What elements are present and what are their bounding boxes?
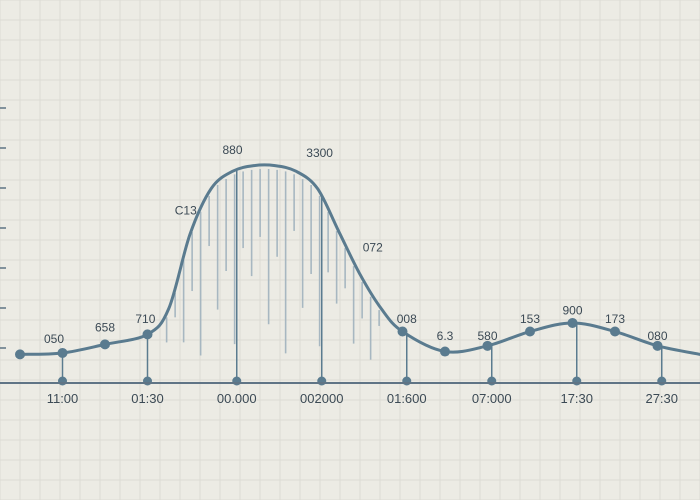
- data-point: [440, 346, 450, 357]
- x-tick-label: 01:600: [387, 391, 427, 406]
- data-label: 6.3: [437, 329, 454, 343]
- data-point: [482, 340, 493, 351]
- x-tick-label: 11:00: [47, 391, 79, 406]
- data-label: 900: [562, 303, 582, 317]
- data-label: 072: [363, 240, 383, 254]
- stem-base-marker: [58, 376, 67, 386]
- data-point: [567, 317, 578, 328]
- data-point: [15, 349, 25, 360]
- stem-base-marker: [402, 376, 412, 386]
- x-tick-label: 07:000: [472, 391, 512, 406]
- x-tick-labels: 11:00 01:30 00.000 002000 01:600 07:000 17:30 2…: [47, 391, 678, 406]
- data-label: 710: [135, 312, 155, 326]
- data-label: 153: [520, 312, 540, 326]
- curve-group: [18, 163, 700, 356]
- axes: [0, 107, 700, 384]
- data-label: 008: [397, 312, 417, 326]
- x-tick-label: 27:30: [645, 391, 678, 406]
- data-label: 173: [605, 312, 625, 326]
- data-point: [525, 326, 535, 337]
- data-label: 050: [44, 332, 64, 346]
- data-point: [142, 329, 153, 340]
- hatch-fill: [165, 169, 380, 360]
- x-tick-label: 01:30: [131, 391, 164, 406]
- data-label: 3300: [306, 146, 333, 160]
- data-label: 880: [222, 143, 242, 157]
- data-point: [57, 347, 68, 358]
- stem-base-marker: [143, 376, 152, 386]
- data-point: [100, 339, 110, 350]
- data-point: [652, 340, 663, 351]
- series-line: [18, 163, 700, 356]
- data-point: [397, 326, 408, 337]
- stem-base-marker: [657, 376, 667, 386]
- data-label: 658: [95, 321, 115, 335]
- data-label: 580: [477, 329, 497, 343]
- stem-base-marker: [232, 376, 242, 386]
- stem-base-marker: [572, 376, 582, 386]
- data-labels: 050 658 710 C13 880 3300 072 008 6.3 580 153 900 173…: [44, 143, 668, 346]
- stem-base-marker: [317, 376, 327, 386]
- x-tick-label: 002000: [300, 391, 343, 406]
- markers: [15, 317, 663, 360]
- x-tick-label: 00.000: [217, 391, 257, 406]
- x-tick-label: 17:30: [560, 391, 593, 406]
- stem-base-marker: [487, 376, 497, 386]
- data-label: 080: [647, 329, 667, 343]
- data-label: C13: [175, 203, 197, 217]
- data-point: [610, 326, 620, 337]
